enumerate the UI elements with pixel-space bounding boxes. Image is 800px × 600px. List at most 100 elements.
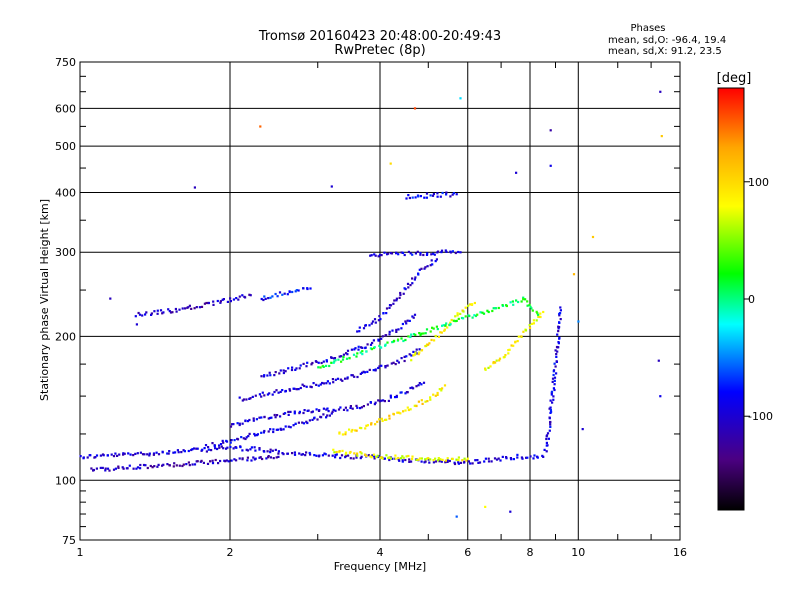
- data-point: [402, 292, 405, 295]
- data-point: [241, 422, 244, 425]
- data-point: [403, 355, 406, 358]
- data-point: [273, 390, 276, 394]
- data-point: [190, 448, 193, 452]
- data-point: [345, 357, 349, 360]
- data-point: [419, 252, 422, 255]
- data-point: [360, 406, 363, 409]
- data-point: [353, 348, 356, 351]
- data-point: [499, 459, 502, 462]
- data-point: [383, 251, 386, 254]
- data-point: [355, 456, 358, 459]
- data-point: [537, 313, 540, 316]
- data-point: [451, 193, 454, 196]
- data-point: [526, 456, 529, 459]
- data-point: [394, 363, 397, 366]
- data-point: [344, 406, 347, 409]
- data-point: [463, 457, 466, 460]
- data-point: [352, 457, 355, 460]
- data-point: [331, 454, 334, 457]
- data-point: [420, 460, 423, 463]
- data-point: [358, 326, 361, 329]
- data-point: [370, 322, 373, 325]
- data-point: [393, 339, 396, 342]
- data-point: [555, 345, 559, 349]
- data-point: [521, 457, 524, 460]
- data-point: [316, 418, 319, 421]
- data-point: [465, 459, 468, 462]
- data-point: [412, 354, 415, 357]
- data-point: [187, 306, 190, 309]
- data-point: [367, 454, 370, 457]
- data-point: [559, 309, 562, 312]
- data-point: [249, 397, 252, 400]
- data-point: [553, 388, 556, 392]
- data-point: [178, 464, 181, 467]
- data-point: [345, 451, 348, 454]
- data-point: [301, 383, 304, 386]
- data-point: [402, 339, 405, 343]
- data-point: [426, 400, 429, 403]
- data-point: [446, 326, 449, 329]
- data-point: [247, 435, 250, 438]
- data-point: [92, 468, 95, 472]
- data-point: [193, 447, 196, 450]
- data-point: [134, 315, 137, 318]
- x-tick-label: 1: [77, 546, 84, 559]
- data-point: [409, 335, 412, 339]
- data-point: [348, 451, 351, 454]
- data-point: [365, 424, 368, 427]
- data-point: [409, 252, 412, 255]
- data-point: [339, 456, 342, 460]
- data-point: [407, 194, 410, 197]
- data-point: [166, 463, 169, 466]
- data-point: [557, 325, 560, 328]
- data-point: [357, 348, 360, 351]
- data-point: [166, 452, 169, 455]
- data-point: [334, 359, 337, 362]
- data-point: [374, 321, 377, 324]
- data-point: [555, 353, 558, 356]
- data-point: [136, 466, 140, 469]
- data-point: [205, 301, 208, 305]
- data-point: [356, 375, 359, 379]
- data-point: [310, 363, 313, 366]
- data-point: [399, 291, 402, 295]
- data-point: [515, 171, 518, 174]
- data-point: [553, 379, 556, 382]
- data-point: [386, 364, 389, 367]
- data-point: [536, 456, 539, 459]
- data-point: [395, 299, 398, 302]
- data-point: [117, 466, 120, 469]
- data-point: [539, 315, 542, 319]
- data-point: [150, 313, 153, 316]
- data-point: [89, 454, 92, 457]
- data-point: [351, 428, 354, 432]
- data-point: [360, 455, 363, 458]
- data-point: [347, 454, 350, 457]
- data-point: [383, 400, 386, 403]
- data-point: [360, 452, 363, 455]
- data-point: [366, 343, 369, 346]
- data-point: [415, 404, 418, 408]
- data-point: [439, 331, 442, 334]
- data-point: [145, 311, 148, 314]
- data-point: [389, 162, 392, 165]
- data-point: [417, 353, 420, 356]
- data-point: [241, 294, 244, 297]
- data-point: [536, 312, 539, 315]
- data-point: [102, 454, 105, 457]
- data-point: [484, 457, 487, 460]
- data-point: [498, 357, 502, 360]
- data-point: [459, 97, 462, 100]
- data-point: [128, 464, 131, 467]
- data-point: [455, 319, 458, 322]
- data-point: [172, 465, 175, 468]
- colorbar-tick-label: -100: [748, 410, 773, 423]
- data-point: [196, 447, 199, 450]
- data-point: [429, 330, 432, 333]
- data-point: [509, 301, 512, 304]
- data-point: [545, 441, 548, 444]
- data-point: [123, 452, 126, 455]
- data-point: [425, 457, 429, 460]
- data-point: [248, 418, 251, 422]
